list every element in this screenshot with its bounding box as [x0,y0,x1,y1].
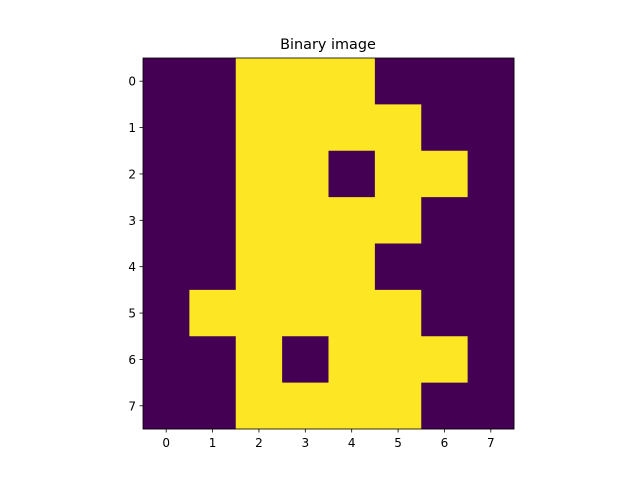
heatmap-cell-r0-c0 [143,58,190,105]
heatmap-cell-r1-c0 [143,104,190,151]
heatmap-cell-r6-c1 [189,336,236,383]
heatmap-cell-r7-c6 [421,383,468,430]
heatmap-cell-r6-c7 [468,336,515,383]
heatmap-cell-r3-c0 [143,197,190,244]
heatmap-cell-r3-c2 [236,197,283,244]
heatmap-cell-r3-c7 [468,197,515,244]
heatmap-cell-r4-c2 [236,244,283,291]
heatmap-cell-r5-c7 [468,290,515,337]
heatmap-cell-r0-c1 [189,58,236,105]
heatmap-cell-r6-c5 [375,336,422,383]
x-tick-label: 7 [487,436,495,450]
heatmap-cell-r1-c3 [282,104,329,151]
heatmap-cell-r0-c5 [375,58,422,105]
heatmap-cell-r2-c6 [421,151,468,198]
y-tick-label: 6 [128,353,136,367]
heatmap-cell-r0-c2 [236,58,283,105]
heatmap-cell-r6-c2 [236,336,283,383]
heatmap-cell-r2-c3 [282,151,329,198]
heatmap-cell-r0-c3 [282,58,329,105]
y-tick-label: 5 [128,307,136,321]
heatmap-cell-r1-c5 [375,104,422,151]
x-tick-label: 4 [348,436,356,450]
heatmap-cell-r2-c7 [468,151,515,198]
heatmap-cell-r7-c1 [189,383,236,430]
heatmap-cell-r0-c4 [329,58,376,105]
heatmap-cell-r1-c4 [329,104,376,151]
heatmap-cell-r5-c5 [375,290,422,337]
heatmap-cell-r5-c2 [236,290,283,337]
heatmap-cell-r4-c1 [189,244,236,291]
heatmap-cell-r6-c3 [282,336,329,383]
x-tick-label: 2 [255,436,263,450]
heatmap-cell-r4-c3 [282,244,329,291]
heatmap-cell-r3-c1 [189,197,236,244]
heatmap-cell-r5-c4 [329,290,376,337]
y-tick-label: 2 [128,167,136,181]
heatmap-cell-r4-c0 [143,244,190,291]
heatmap-cell-r4-c5 [375,244,422,291]
heatmap-cell-r1-c2 [236,104,283,151]
heatmap-cell-r0-c6 [421,58,468,105]
x-tick-label: 3 [301,436,309,450]
heatmap-cell-r1-c6 [421,104,468,151]
heatmap-cell-r4-c4 [329,244,376,291]
y-tick-label: 4 [128,260,136,274]
heatmap-cell-r6-c0 [143,336,190,383]
heatmap-cell-r1-c1 [189,104,236,151]
heatmap-cell-r7-c5 [375,383,422,430]
x-tick-label: 6 [441,436,449,450]
chart-title: Binary image [280,37,376,53]
y-tick-label: 0 [128,75,136,89]
heatmap-cell-r3-c6 [421,197,468,244]
heatmap-cell-r2-c2 [236,151,283,198]
heatmap-cell-r3-c5 [375,197,422,244]
heatmap-cells [143,58,514,429]
heatmap-cell-r4-c6 [421,244,468,291]
x-tick-label: 1 [209,436,217,450]
heatmap-cell-r1-c7 [468,104,515,151]
heatmap-cell-r0-c7 [468,58,515,105]
heatmap-cell-r3-c4 [329,197,376,244]
x-tick-label: 5 [394,436,402,450]
heatmap-cell-r6-c4 [329,336,376,383]
heatmap-cell-r7-c3 [282,383,329,430]
heatmap-cell-r4-c7 [468,244,515,291]
heatmap-cell-r7-c7 [468,383,515,430]
y-tick-label: 1 [128,121,136,135]
heatmap-cell-r2-c4 [329,151,376,198]
heatmap-cell-r6-c6 [421,336,468,383]
heatmap-cell-r2-c0 [143,151,190,198]
heatmap-cell-r2-c1 [189,151,236,198]
heatmap-cell-r7-c0 [143,383,190,430]
heatmap-cell-r5-c1 [189,290,236,337]
x-tick-label: 0 [162,436,170,450]
y-tick-label: 7 [128,399,136,413]
heatmap-cell-r5-c6 [421,290,468,337]
y-tick-label: 3 [128,214,136,228]
heatmap-cell-r7-c4 [329,383,376,430]
heatmap-cell-r5-c0 [143,290,190,337]
heatmap-cell-r7-c2 [236,383,283,430]
heatmap-cell-r2-c5 [375,151,422,198]
heatmap-cell-r3-c3 [282,197,329,244]
heatmap-cell-r5-c3 [282,290,329,337]
